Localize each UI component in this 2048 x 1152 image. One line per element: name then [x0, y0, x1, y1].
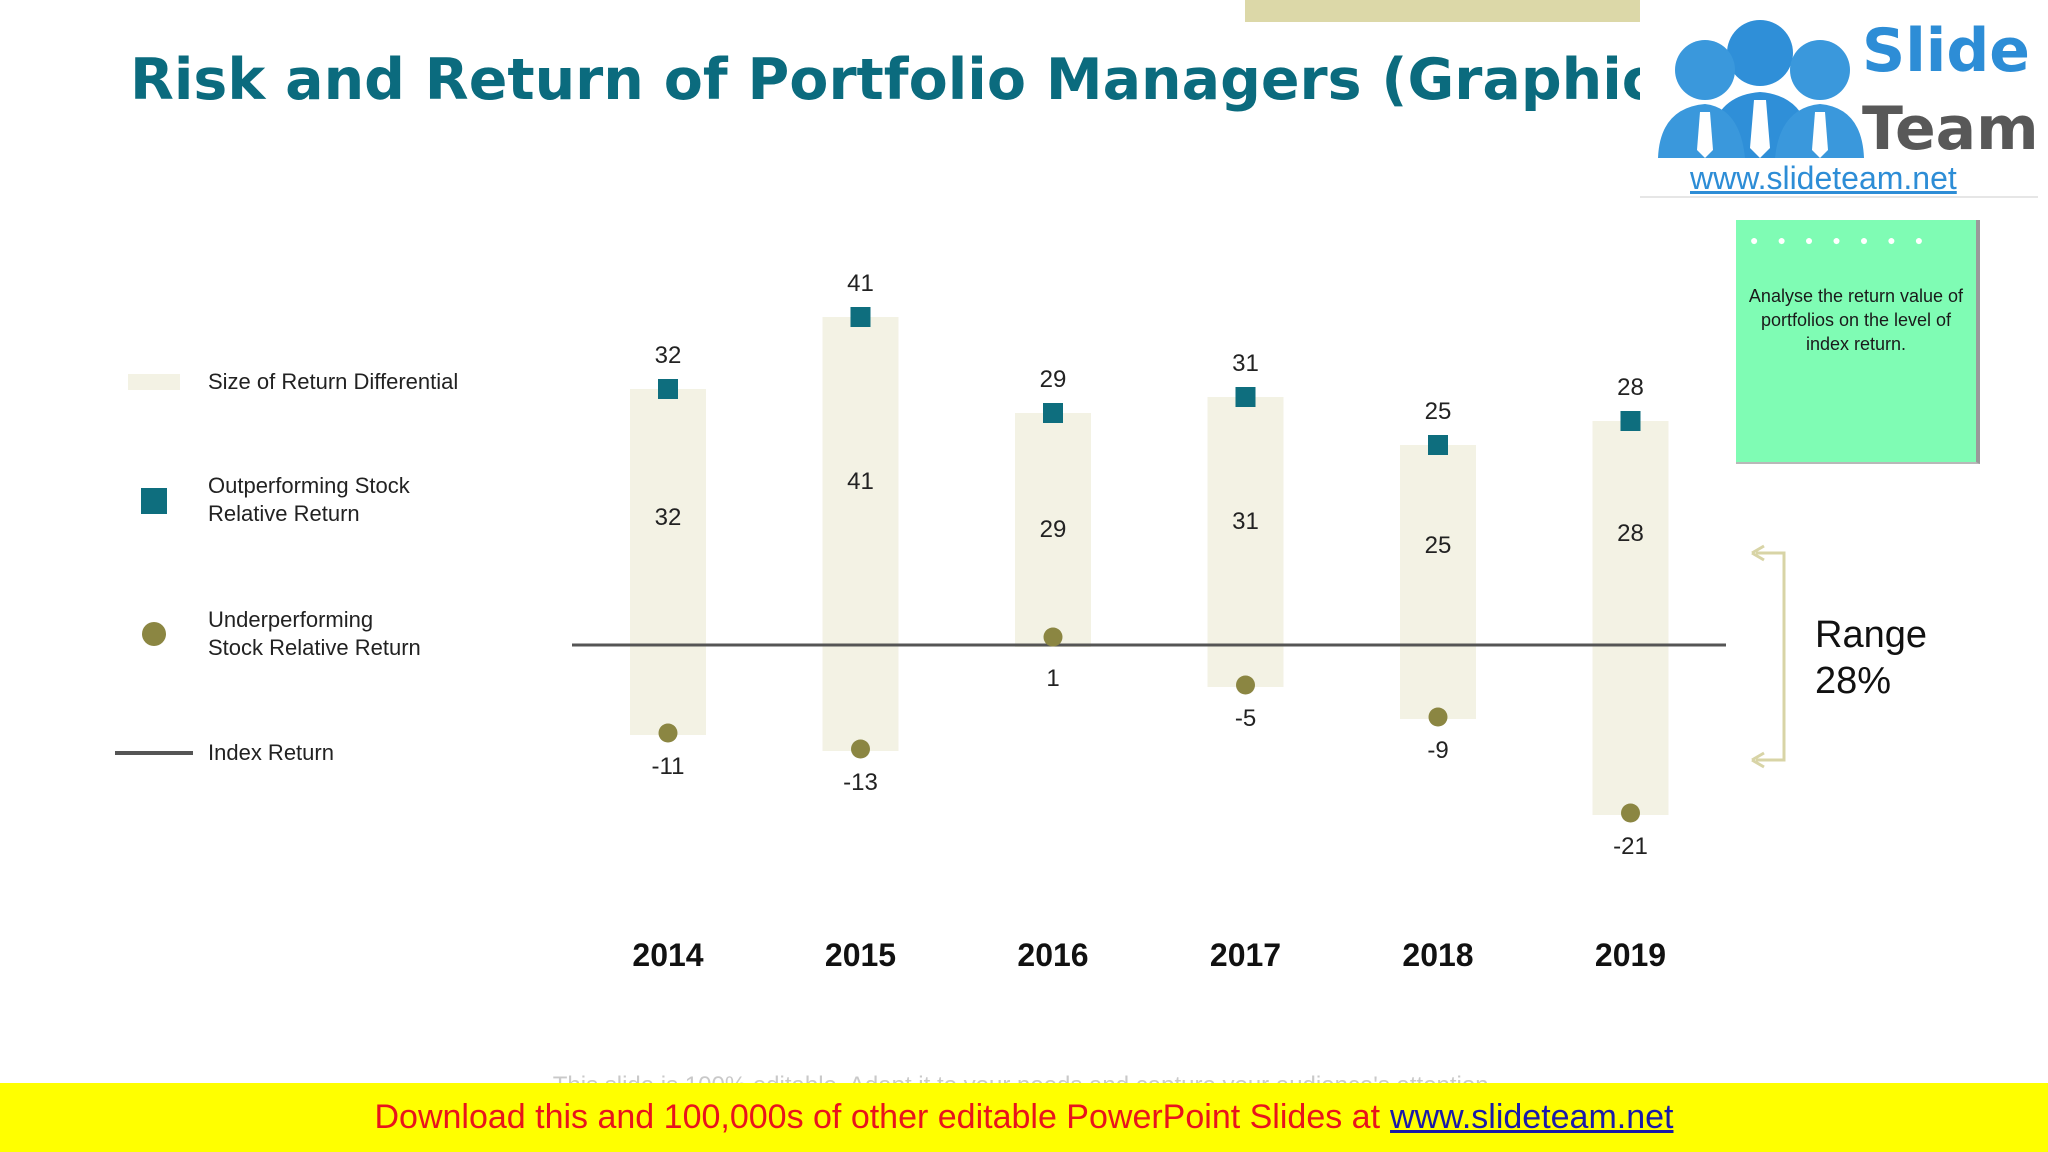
- underperforming-marker-2018: [1428, 707, 1448, 727]
- differential-label-2015: 41: [847, 468, 874, 495]
- outperforming-label-2018: 25: [1425, 398, 1452, 425]
- legend-label-underperforming-line1: Underperforming: [208, 607, 374, 632]
- outperforming-label-2017: 31: [1232, 350, 1259, 377]
- year-label-2018: 2018: [1402, 937, 1473, 973]
- underperforming-label-2015: -13: [843, 769, 878, 796]
- legend-swatch-index: [115, 751, 193, 755]
- year-label-2019: 2019: [1595, 937, 1666, 973]
- range-label: Range 28%: [1815, 612, 1927, 704]
- outperforming-marker-2015: [850, 307, 871, 327]
- underperforming-marker-2016: [1043, 627, 1063, 647]
- year-label-2014: 2014: [632, 937, 703, 973]
- differential-band-2016: [1015, 413, 1091, 647]
- outperforming-marker-2016: [1043, 403, 1063, 423]
- top-decor-strip: [1245, 0, 1640, 22]
- underperforming-label-2019: -21: [1613, 833, 1648, 860]
- range-label-line1: Range: [1815, 614, 1927, 656]
- year-label-2017: 2017: [1210, 937, 1281, 973]
- logo-text-slide: Slide: [1862, 16, 2030, 86]
- underperforming-marker-2019: [1621, 803, 1640, 823]
- legend-label-underperforming: Underperforming Stock Relative Return: [208, 606, 421, 662]
- differential-label-2016: 29: [1040, 516, 1067, 543]
- underperforming-marker-2014: [658, 723, 678, 743]
- outperforming-label-2016: 29: [1040, 366, 1067, 393]
- legend-label-underperforming-line2: Stock Relative Return: [208, 635, 421, 660]
- legend-swatch-outperforming: [141, 488, 167, 514]
- year-label-2016: 2016: [1017, 937, 1088, 973]
- underperforming-label-2016: 1: [1046, 665, 1059, 692]
- differential-label-2018: 25: [1425, 532, 1452, 559]
- differential-label-2017: 31: [1232, 508, 1259, 535]
- differential-label-2019: 28: [1617, 520, 1644, 547]
- people-icon: [1658, 20, 1864, 158]
- sticky-note: ●●●●●●● Analyse the return value of port…: [1736, 220, 1980, 464]
- underperforming-label-2014: -11: [652, 753, 685, 780]
- outperforming-label-2014: 32: [655, 342, 682, 369]
- outperforming-marker-2017: [1235, 387, 1256, 407]
- legend-label-outperforming-line2: Relative Return: [208, 501, 360, 526]
- outperforming-marker-2019: [1620, 411, 1641, 431]
- slideteam-logo[interactable]: Slide Team www.slideteam.net: [1640, 0, 2039, 198]
- range-label-line2: 28%: [1815, 660, 1892, 702]
- outperforming-label-2015: 41: [847, 270, 874, 297]
- legend-swatch-underperforming: [142, 622, 166, 646]
- legend-swatch-differential: [128, 374, 180, 390]
- year-label-2015: 2015: [825, 937, 896, 973]
- differential-band-2015: [822, 317, 899, 751]
- underperforming-marker-2015: [851, 739, 870, 759]
- legend-label-index: Index Return: [208, 740, 334, 765]
- differential-label-2014: 32: [655, 504, 682, 531]
- logo-url-link[interactable]: www.slideteam.net: [1690, 160, 1957, 196]
- range-bracket: [1751, 544, 1786, 769]
- outperforming-label-2019: 28: [1617, 374, 1644, 401]
- outperforming-marker-2018: [1428, 435, 1448, 455]
- note-pin-dots: ●●●●●●●: [1750, 232, 1943, 248]
- differential-band-2014: [630, 389, 706, 735]
- legend-label-differential: Size of Return Differential: [208, 369, 459, 394]
- outperforming-marker-2014: [658, 379, 678, 399]
- differential-band-2017: [1207, 397, 1284, 687]
- differential-band-2018: [1400, 445, 1476, 719]
- legend-label-outperforming: Outperforming Stock Relative Return: [208, 472, 410, 528]
- note-text: Analyse the return value of portfolios o…: [1748, 286, 1964, 354]
- differential-band-2019: [1592, 421, 1669, 815]
- underperforming-marker-2017: [1236, 675, 1255, 695]
- download-banner: Download this and 100,000s of other edit…: [0, 1083, 2048, 1152]
- legend-label-outperforming-line1: Outperforming Stock: [208, 473, 410, 498]
- underperforming-label-2018: -9: [1427, 737, 1448, 764]
- page-title: Risk and Return of Portfolio Managers (G…: [130, 47, 1660, 113]
- underperforming-label-2017: -5: [1235, 705, 1256, 732]
- download-banner-text: Download this and 100,000s of other edit…: [374, 1098, 1381, 1136]
- logo-text-team: Team: [1862, 94, 2039, 164]
- download-banner-link[interactable]: www.slideteam.net: [1390, 1098, 1674, 1136]
